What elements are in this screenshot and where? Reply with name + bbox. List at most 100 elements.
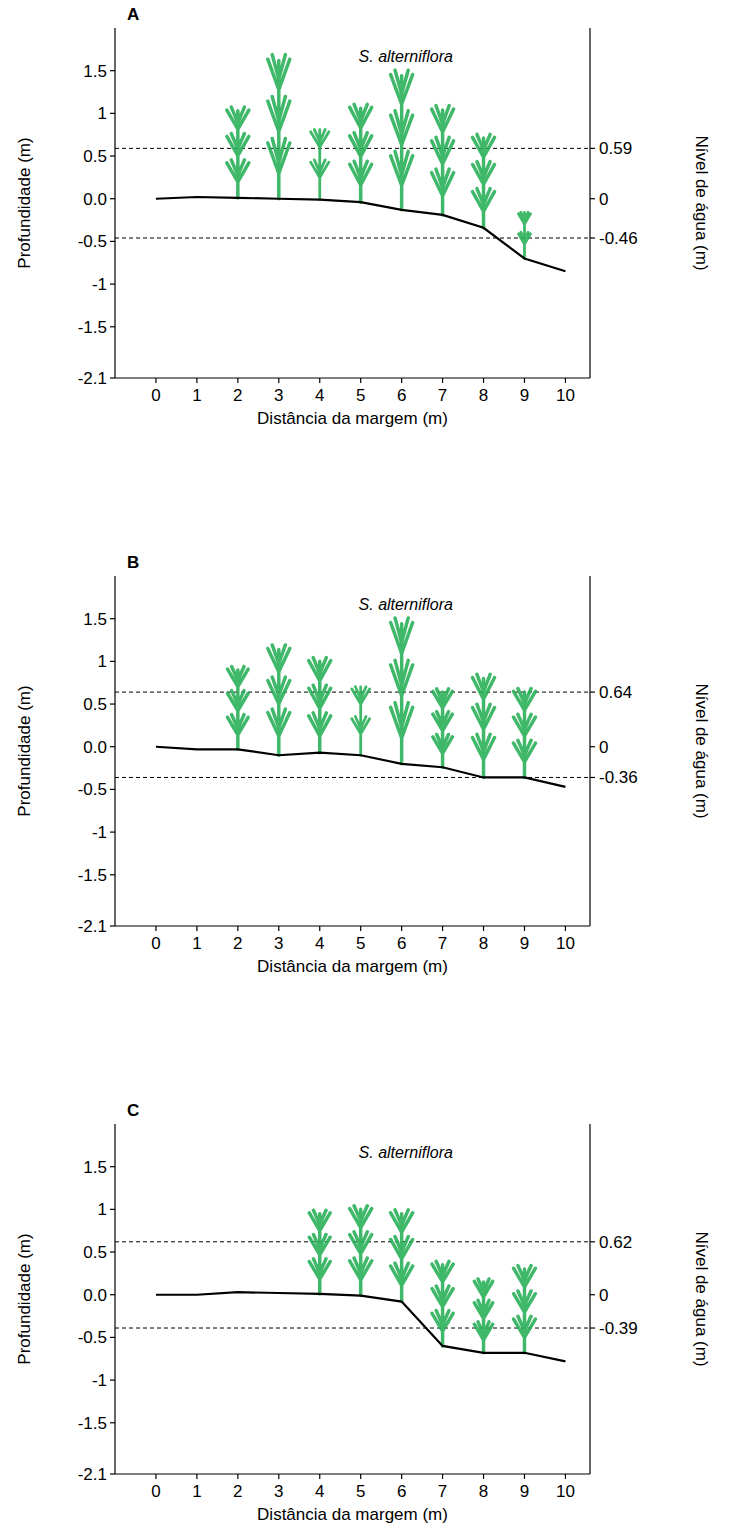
plant	[432, 1261, 453, 1346]
y-tick-label: -2.1	[78, 1465, 107, 1484]
y-axis	[114, 576, 115, 926]
y-tick	[110, 1379, 115, 1380]
plant	[433, 689, 453, 767]
y-tick	[110, 925, 115, 926]
y2-tick-label: 0.64	[599, 683, 632, 702]
y-tick-label: -2.1	[78, 369, 107, 388]
x-axis-title: Distância da margem (m)	[257, 957, 448, 976]
x-tick-label: 4	[315, 1482, 324, 1501]
y-tick-label: -0.5	[78, 780, 107, 799]
x-tick-label: 2	[233, 1482, 242, 1501]
x-tick	[442, 926, 443, 931]
species-label: S. alterniflora	[359, 596, 453, 613]
panel-letter: A	[127, 5, 139, 24]
x-tick	[565, 926, 566, 931]
x-tick-label: 9	[520, 934, 529, 953]
x-tick	[524, 378, 525, 383]
y-tick	[110, 1294, 115, 1295]
x-tick	[442, 378, 443, 383]
y-tick-label: 1.5	[83, 610, 107, 629]
x-tick	[360, 1474, 361, 1479]
y-tick-label: 0.0	[83, 738, 107, 757]
y-tick	[110, 113, 115, 114]
plant	[473, 674, 495, 777]
y2-tick	[590, 777, 595, 778]
x-tick	[196, 926, 197, 931]
x-tick	[483, 378, 484, 383]
y-tick	[110, 874, 115, 875]
y2-axis	[589, 576, 590, 926]
y-tick-label: -2.1	[78, 917, 107, 936]
y-tick	[110, 377, 115, 378]
plant	[311, 129, 329, 199]
y-tick-label: 0.5	[83, 147, 107, 166]
y2-tick	[590, 746, 595, 747]
y-tick	[110, 198, 115, 199]
x-tick-label: 9	[520, 386, 529, 405]
y-tick	[110, 618, 115, 619]
x-tick	[319, 378, 320, 383]
plot-marks	[115, 1206, 590, 1362]
y-tick	[110, 1251, 115, 1252]
plant	[514, 1266, 536, 1353]
plant	[432, 106, 454, 215]
y-tick	[110, 155, 115, 156]
y-tick	[110, 241, 115, 242]
y-tick-label: -1	[92, 1371, 107, 1390]
y2-tick	[590, 691, 595, 692]
y-tick	[110, 1422, 115, 1423]
x-tick-label: 5	[356, 934, 365, 953]
y-tick	[110, 1337, 115, 1338]
x-tick-label: 8	[479, 1482, 488, 1501]
x-tick-label: 10	[556, 1482, 575, 1501]
panel-letter: C	[127, 1101, 139, 1120]
x-tick	[524, 1474, 525, 1479]
x-tick-label: 0	[151, 1482, 160, 1501]
x-tick	[196, 378, 197, 383]
y2-tick-label: 0.59	[599, 139, 632, 158]
y2-tick-label: -0.39	[599, 1319, 638, 1338]
y2-axis-title: Nível de água (m)	[692, 135, 711, 270]
y-tick	[110, 1209, 115, 1210]
x-tick-label: 1	[192, 1482, 201, 1501]
x-tick	[360, 378, 361, 383]
x-tick-label: 2	[233, 386, 242, 405]
x-tick-label: 10	[556, 934, 575, 953]
x-tick	[401, 378, 402, 383]
y-tick-label: -1	[92, 275, 107, 294]
x-tick-label: 7	[438, 386, 447, 405]
x-tick-label: 7	[438, 934, 447, 953]
y-tick-label: -0.5	[78, 1328, 107, 1347]
x-axis-title: Distância da margem (m)	[257, 409, 448, 428]
y-tick-label: -1.5	[78, 318, 107, 337]
bed-profile	[156, 747, 565, 787]
x-tick-label: 2	[233, 934, 242, 953]
plot-marks	[115, 618, 590, 787]
x-tick-label: 3	[274, 1482, 283, 1501]
y-tick-label: -1	[92, 823, 107, 842]
x-tick	[237, 1474, 238, 1479]
y2-tick	[590, 237, 595, 238]
plant	[350, 1206, 372, 1296]
plant	[391, 70, 413, 210]
y2-tick	[590, 1241, 595, 1242]
species-label: S. alterniflora	[359, 1144, 453, 1161]
y2-tick	[590, 148, 595, 149]
bed-profile	[156, 1292, 565, 1361]
x-tick-label: 1	[192, 386, 201, 405]
plant	[309, 1210, 330, 1294]
x-tick	[237, 926, 238, 931]
y-axis-title: Profundidade (m)	[15, 685, 34, 816]
y-tick-label: 0.5	[83, 695, 107, 714]
x-tick	[483, 926, 484, 931]
y2-axis-title: Nível de água (m)	[692, 1231, 711, 1366]
y-tick-label: 0.0	[83, 190, 107, 209]
x-tick	[237, 378, 238, 383]
x-tick-label: 7	[438, 1482, 447, 1501]
x-tick-label: 0	[151, 934, 160, 953]
y-tick	[110, 1166, 115, 1167]
x-tick	[155, 378, 156, 383]
x-tick-label: 10	[556, 386, 575, 405]
x-tick	[442, 1474, 443, 1479]
x-tick	[401, 1474, 402, 1479]
